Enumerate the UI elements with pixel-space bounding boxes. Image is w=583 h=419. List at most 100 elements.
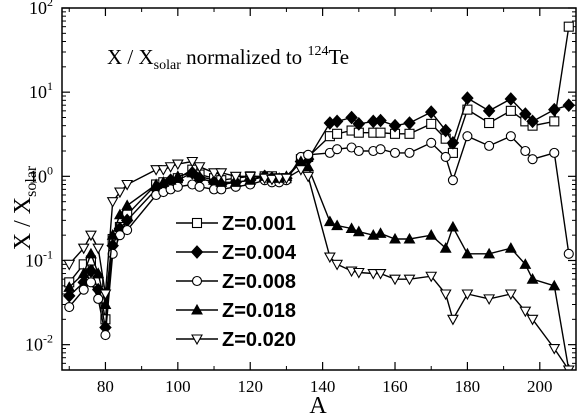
data-point bbox=[548, 343, 561, 355]
data-point bbox=[403, 232, 416, 244]
data-point bbox=[548, 279, 561, 291]
x-tick-label: 140 bbox=[310, 377, 336, 396]
data-point bbox=[482, 104, 496, 118]
data-point bbox=[85, 247, 97, 259]
y-axis-label: X / Xsolar bbox=[10, 165, 40, 250]
data-point bbox=[462, 104, 473, 115]
data-point bbox=[62, 289, 76, 303]
x-tick-label: 100 bbox=[165, 377, 191, 396]
data-point bbox=[121, 179, 134, 191]
data-point bbox=[374, 268, 387, 280]
data-point bbox=[526, 114, 539, 129]
data-point bbox=[505, 131, 516, 142]
data-point bbox=[193, 162, 206, 173]
y-tick-label: 10-2 bbox=[25, 332, 53, 355]
x-tick-label: 180 bbox=[455, 377, 481, 396]
data-point bbox=[273, 173, 286, 185]
data-point bbox=[504, 92, 518, 106]
x-tick-label: 160 bbox=[382, 377, 408, 396]
data-point bbox=[352, 225, 365, 237]
data-point bbox=[562, 98, 576, 113]
data-point bbox=[323, 215, 336, 227]
data-point bbox=[461, 91, 474, 105]
data-point bbox=[302, 171, 315, 183]
x-axis-label: A bbox=[309, 393, 327, 419]
data-point bbox=[548, 102, 561, 117]
data-point bbox=[215, 176, 228, 187]
data-point bbox=[171, 170, 184, 181]
legend-label: Z=0.004 bbox=[222, 242, 297, 264]
data-point bbox=[446, 136, 460, 150]
data-point bbox=[504, 289, 517, 301]
data-point bbox=[193, 170, 206, 181]
data-point bbox=[563, 248, 574, 259]
plot-frame bbox=[61, 7, 577, 371]
data-point bbox=[353, 145, 364, 157]
y-tick-label: 100 bbox=[29, 163, 53, 186]
data-point bbox=[425, 271, 438, 283]
data-point bbox=[446, 314, 459, 326]
data-point bbox=[93, 293, 104, 304]
data-point bbox=[563, 21, 574, 32]
data-point bbox=[461, 247, 474, 259]
legend-label: Z=0.001 bbox=[222, 213, 296, 235]
legend-item: Z=0.001 bbox=[176, 213, 296, 235]
data-point bbox=[374, 227, 387, 238]
legend-item: Z=0.008 bbox=[176, 271, 296, 293]
data-point bbox=[331, 219, 344, 231]
data-point bbox=[439, 242, 452, 253]
data-point bbox=[483, 294, 496, 306]
data-point bbox=[113, 187, 126, 199]
legend-marker bbox=[191, 334, 203, 346]
data-point bbox=[63, 281, 76, 292]
data-point bbox=[527, 154, 538, 165]
data-point bbox=[323, 252, 336, 264]
x-tick-label: 80 bbox=[97, 377, 114, 396]
data-point bbox=[352, 117, 366, 131]
data-point bbox=[345, 222, 358, 234]
data-point bbox=[403, 116, 416, 130]
legend-item: Z=0.018 bbox=[176, 300, 296, 322]
data-point bbox=[186, 156, 199, 168]
data-point bbox=[549, 116, 560, 127]
data-point bbox=[345, 110, 358, 125]
x-tick-label: 120 bbox=[237, 377, 263, 396]
data-point bbox=[266, 174, 278, 186]
data-point bbox=[99, 298, 112, 310]
data-point bbox=[63, 259, 76, 271]
data-point bbox=[549, 147, 560, 158]
data-point bbox=[375, 127, 386, 138]
data-point bbox=[374, 113, 387, 128]
x-tick-label: 200 bbox=[527, 377, 553, 396]
y-tick-label: 10-1 bbox=[25, 247, 53, 270]
data-point bbox=[526, 273, 539, 284]
data-point bbox=[375, 144, 386, 155]
data-point bbox=[519, 107, 532, 121]
data-point bbox=[194, 181, 205, 192]
data-point bbox=[244, 171, 257, 183]
data-point bbox=[403, 274, 416, 286]
data-point bbox=[426, 137, 437, 148]
data-point bbox=[462, 131, 473, 142]
data-point bbox=[331, 259, 344, 271]
data-point bbox=[164, 162, 177, 173]
series-group bbox=[62, 21, 576, 370]
data-point bbox=[389, 274, 401, 286]
data-point bbox=[439, 289, 452, 301]
legend-label: Z=0.008 bbox=[222, 271, 296, 293]
data-point bbox=[367, 268, 380, 280]
data-point bbox=[461, 289, 474, 301]
data-point bbox=[446, 220, 459, 232]
data-point bbox=[78, 284, 89, 295]
data-point bbox=[150, 165, 163, 176]
legend-label: Z=0.020 bbox=[222, 329, 296, 351]
data-point bbox=[425, 229, 438, 240]
data-point bbox=[99, 289, 112, 301]
data-point bbox=[447, 175, 458, 186]
data-point bbox=[389, 232, 401, 244]
y-tick-label: 102 bbox=[29, 0, 53, 18]
data-point bbox=[77, 243, 90, 255]
data-point bbox=[520, 145, 531, 157]
